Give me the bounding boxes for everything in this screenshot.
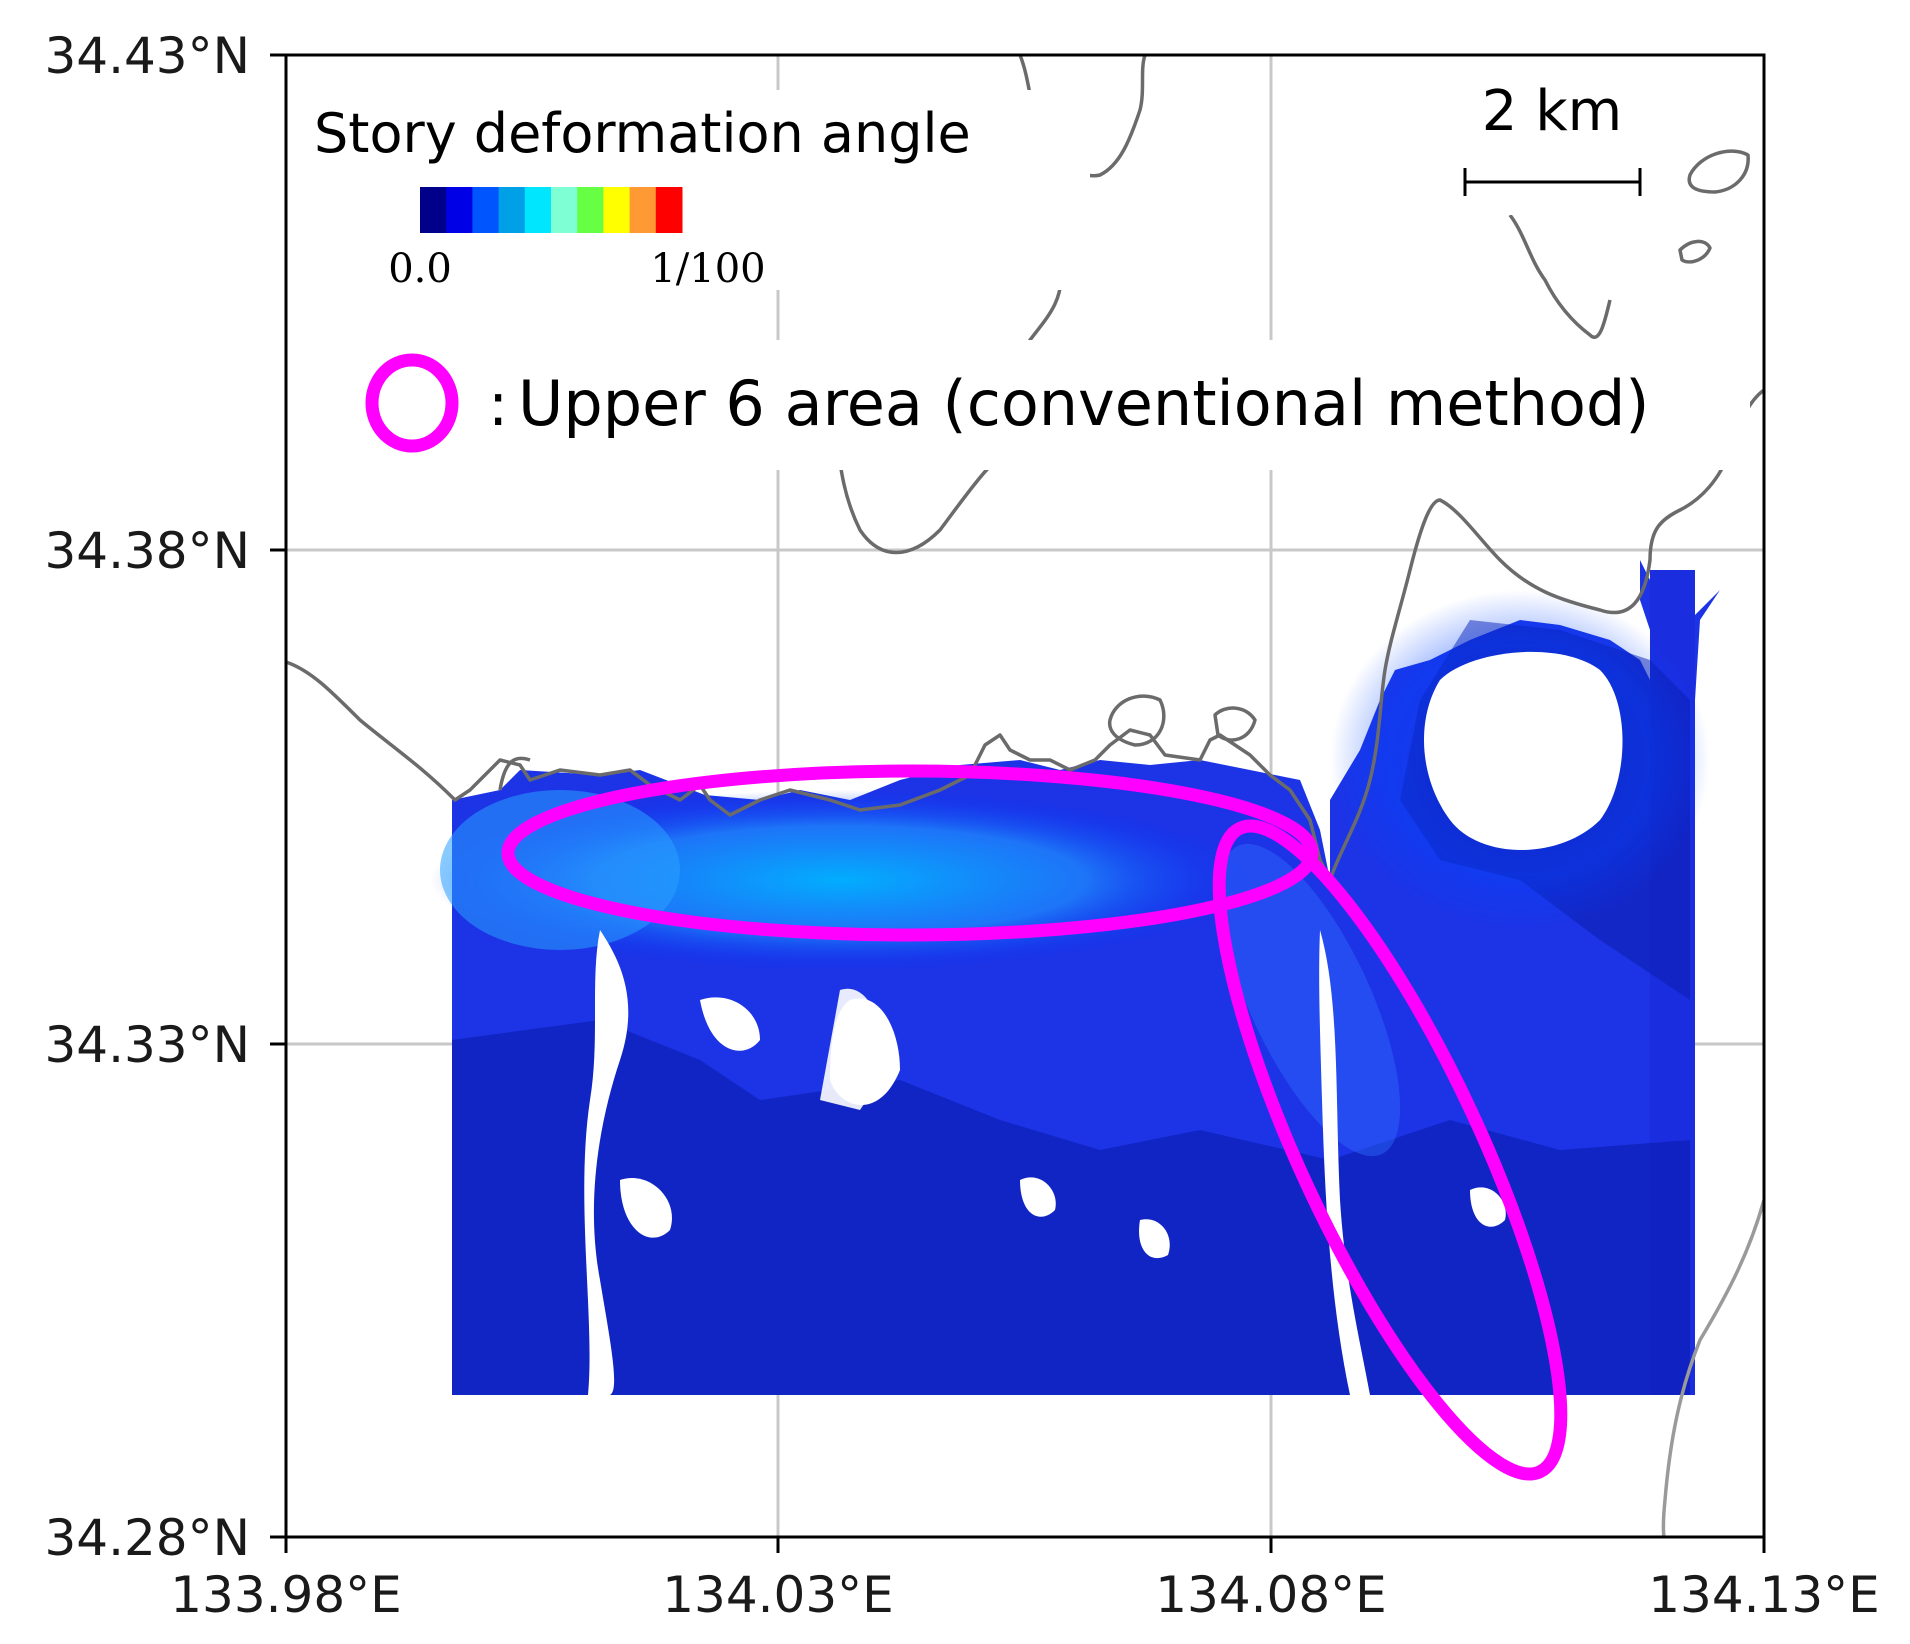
legend-swatch — [472, 187, 500, 233]
annotation-key: : Upper 6 area (conventional method) — [365, 353, 1650, 453]
y-tick-label: 34.33°N — [44, 1016, 250, 1074]
legend-swatch — [551, 187, 578, 233]
legend-swatch — [524, 187, 552, 233]
y-tick-label: 34.28°N — [44, 1509, 250, 1567]
coastlines — [286, 55, 1764, 1537]
coastline-mainland-north — [286, 660, 1332, 881]
legend-colorbar — [420, 187, 683, 233]
coastline-islet-2 — [1213, 706, 1257, 742]
coastline-east-south — [1661, 1199, 1764, 1537]
coastline-islet-ne-2 — [1678, 239, 1712, 264]
axis-ticks — [270, 53, 1766, 1553]
legend-min-label: 0.0 — [388, 246, 452, 292]
upper6-highlights — [501, 764, 1568, 1481]
x-tick-label: 134.08°E — [1155, 1566, 1387, 1624]
coastline-islet-ne-1 — [1687, 149, 1750, 194]
coastline-east-peninsula — [1328, 388, 1764, 881]
legend-swatch — [420, 187, 447, 233]
upper6-ellipse-coastal — [501, 764, 1319, 942]
scale-bar: 2 km — [1463, 79, 1642, 196]
y-tick-label: 34.43°N — [44, 27, 250, 85]
x-tick-label: 133.98°E — [170, 1566, 402, 1624]
legend-swatch — [655, 187, 683, 233]
legend: Story deformation angle 0.0 1/100 — [314, 102, 971, 292]
annotation-separator: : — [488, 370, 508, 440]
legend-swatch — [446, 187, 473, 233]
legend-swatch — [498, 187, 526, 233]
scale-bar-label: 2 km — [1482, 79, 1622, 144]
x-tick-label: 134.03°E — [662, 1566, 894, 1624]
legend-swatch — [629, 187, 657, 233]
scalebar-background — [1440, 65, 1660, 215]
coastline-islet-3 — [498, 756, 531, 791]
y-axis-labels: 34.43°N 34.38°N 34.33°N 34.28°N — [44, 27, 250, 1567]
coastline-islet-1 — [1107, 694, 1166, 747]
x-tick-label: 134.13°E — [1648, 1566, 1880, 1624]
legend-title: Story deformation angle — [314, 102, 971, 165]
annotation-background — [350, 340, 1750, 470]
legend-max-label: 1/100 — [650, 246, 765, 292]
point-gaps — [584, 651, 1623, 1395]
coastline-north-3 — [1508, 213, 1612, 339]
points-diagonal-high — [1219, 843, 1401, 1157]
points-dark-south — [452, 1020, 1690, 1395]
y-tick-label: 34.38°N — [44, 522, 250, 580]
upper6-ellipse-diagonal — [1212, 819, 1568, 1481]
x-axis-labels: 133.98°E 134.03°E 134.08°E 134.13°E — [170, 1566, 1880, 1624]
legend-swatch — [577, 187, 604, 233]
annotation-marker — [365, 353, 459, 453]
annotation-text: Upper 6 area (conventional method) — [518, 367, 1650, 440]
plot-frame — [284, 53, 1766, 1539]
legend-swatch — [603, 187, 631, 233]
